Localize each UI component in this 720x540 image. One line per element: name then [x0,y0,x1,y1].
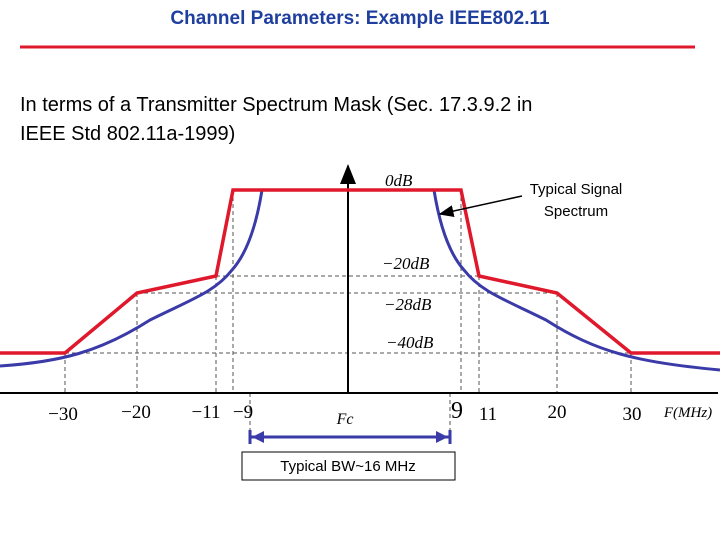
x-label: −11 [191,402,220,423]
signal-spectrum [432,189,720,372]
bandwidth-arrow [248,430,452,444]
x-label: −9 [233,402,253,423]
x-axis-label: F(MHz) [663,405,712,421]
x-label: 30 [623,404,642,425]
x-label: −30 [48,404,78,425]
body-line: In terms of a Transmitter Spectrum Mask … [20,94,532,116]
x-label: 9 [451,398,463,424]
x-label: −20 [121,402,151,423]
annotation: Typical Signal [530,181,623,198]
annotation-arrow [438,195,523,217]
bandwidth-label: Typical BW~16 MHz [280,458,415,475]
x-labels: −30 −20 −11 −9 Fc 9 11 20 30 [48,398,641,428]
bandwidth-box [241,451,456,481]
annotation: Spectrum [544,203,608,220]
level-label: −28dB [384,295,432,314]
level-label: −40dB [386,333,434,352]
title: Channel Parameters: Example IEEE802.11 [170,8,550,29]
level-label: −20dB [382,254,430,273]
level-labels: 0dB −20dB −28dB −40dB [382,171,434,352]
x-label: 11 [479,404,497,425]
x-label: 20 [548,402,567,423]
signal-spectrum [0,189,264,368]
level-label: 0dB [385,171,413,190]
spectrum-mask [0,188,720,355]
body-line: IEEE Std 802.11a-1999) [20,123,235,145]
x-label: Fc [336,411,354,428]
